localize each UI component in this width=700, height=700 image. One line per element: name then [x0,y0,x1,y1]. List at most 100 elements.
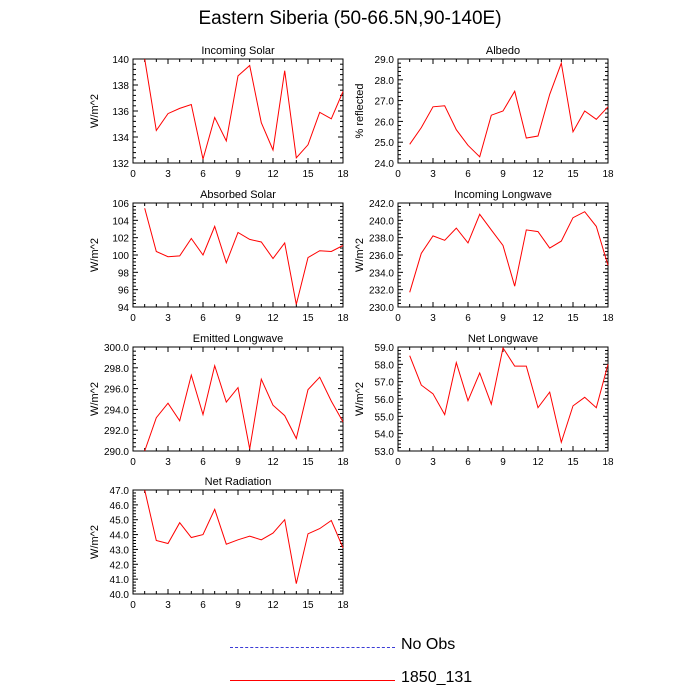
y-tick-label: 234.0 [369,268,394,279]
y-tick-label: 58.0 [375,360,395,371]
x-tick-label: 18 [337,169,349,180]
x-tick-label: 12 [267,600,279,611]
y-tick-label: 55.0 [375,412,395,423]
legend-label-no-obs: No Obs [401,636,456,653]
x-tick-label: 9 [235,600,241,611]
panel-title: Net Longwave [468,333,538,345]
y-tick-label: 27.0 [375,97,395,108]
panel-title: Net Radiation [205,476,272,488]
x-tick-label: 6 [200,313,206,324]
y-tick-label: 26.0 [375,117,395,128]
series-line-net-longwave [409,346,609,445]
y-tick-label: 140 [112,55,129,66]
x-tick-label: 15 [302,600,314,611]
x-tick-label: 18 [337,457,349,468]
y-tick-label: 98 [118,268,130,279]
y-axis-label: W/m^2 [89,238,101,272]
plot-frame [132,58,344,164]
y-tick-label: 106 [112,199,129,210]
x-tick-label: 6 [465,457,471,468]
y-tick-label: 29.0 [375,55,395,66]
x-tick-label: 9 [500,457,506,468]
x-tick-label: 12 [267,313,279,324]
x-tick-label: 0 [395,313,401,324]
y-tick-label: 24.0 [375,159,395,170]
y-tick-label: 40.0 [110,590,130,601]
x-tick-label: 0 [130,457,136,468]
series-line-incoming-solar [144,58,344,160]
x-tick-label: 6 [465,169,471,180]
y-tick-label: 298.0 [104,364,129,375]
panel-title: Emitted Longwave [193,333,284,345]
x-tick-label: 9 [235,457,241,468]
y-tick-label: 102 [112,234,129,245]
x-tick-label: 3 [165,600,171,611]
plot-frame [397,202,609,308]
x-tick-label: 18 [602,457,614,468]
x-tick-label: 9 [235,313,241,324]
figure-title: Eastern Siberia (50-66.5N,90-140E) [198,8,502,29]
y-tick-label: 94 [118,303,130,314]
y-tick-label: 44.0 [110,531,130,542]
panel-title: Incoming Solar [201,45,275,57]
x-tick-label: 3 [430,169,436,180]
y-tick-label: 100 [112,251,129,262]
x-tick-label: 12 [532,169,544,180]
x-tick-label: 6 [200,457,206,468]
y-tick-label: 53.0 [375,447,395,458]
y-tick-label: 138 [112,81,129,92]
plot-frame [397,346,609,452]
panel-net-longwave: Net Longwave W/m^2 0 3 6 9 12 15 18 53.0 54.0 55.0 5… [354,333,614,468]
legend-label-1850-131: 1850_131 [401,669,473,686]
y-tick-label: 300.0 [104,343,129,354]
x-tick-label: 15 [302,169,314,180]
y-axis-label: W/m^2 [89,382,101,416]
y-axis-label: % reflected [354,83,366,138]
x-tick-label: 0 [395,169,401,180]
plot-frame [132,346,344,452]
y-tick-label: 134 [112,133,129,144]
series-line-absorbed-solar [144,208,344,305]
y-tick-label: 240.0 [369,216,394,227]
x-tick-label: 18 [602,313,614,324]
y-tick-label: 236.0 [369,251,394,262]
y-tick-label: 292.0 [104,426,129,437]
y-axis-label: W/m^2 [89,94,101,128]
y-tick-label: 238.0 [369,234,394,245]
panel-title: Absorbed Solar [200,189,276,201]
y-tick-label: 43.0 [110,545,130,556]
y-tick-label: 294.0 [104,405,129,416]
y-axis-label: W/m^2 [354,382,366,416]
x-tick-label: 9 [500,169,506,180]
legend-item-1850-131: 1850_131 [230,669,530,693]
y-tick-label: 54.0 [375,430,395,441]
x-tick-label: 15 [302,457,314,468]
x-tick-label: 15 [567,169,579,180]
x-tick-label: 0 [130,169,136,180]
x-tick-label: 15 [302,313,314,324]
y-tick-label: 230.0 [369,303,394,314]
x-tick-label: 12 [532,457,544,468]
x-tick-label: 18 [337,600,349,611]
x-tick-label: 3 [165,457,171,468]
y-tick-label: 290.0 [104,447,129,458]
x-tick-label: 15 [567,457,579,468]
x-tick-label: 0 [395,457,401,468]
series-line-emitted-longwave [144,363,344,452]
panel-net-radiation: Net Radiation W/m^2 0 3 6 9 12 15 18 40.0 41.0 42.0… [89,476,349,611]
y-axis-label: W/m^2 [89,525,101,559]
y-tick-label: 59.0 [375,343,395,354]
x-tick-label: 6 [465,313,471,324]
y-tick-label: 132 [112,159,129,170]
y-tick-label: 41.0 [110,575,130,586]
x-tick-label: 12 [267,457,279,468]
panel-incoming-solar: Incoming Solar W/m^2 0 3 6 9 12 15 18 132 134 136 13… [89,45,349,180]
y-tick-label: 296.0 [104,385,129,396]
x-tick-label: 12 [267,169,279,180]
panel-emitted-longwave: Emitted Longwave W/m^2 0 3 6 9 12 15 18 290.0 292.… [89,333,349,468]
x-tick-label: 12 [532,313,544,324]
x-tick-label: 9 [235,169,241,180]
y-tick-label: 96 [118,286,130,297]
y-tick-label: 136 [112,107,129,118]
